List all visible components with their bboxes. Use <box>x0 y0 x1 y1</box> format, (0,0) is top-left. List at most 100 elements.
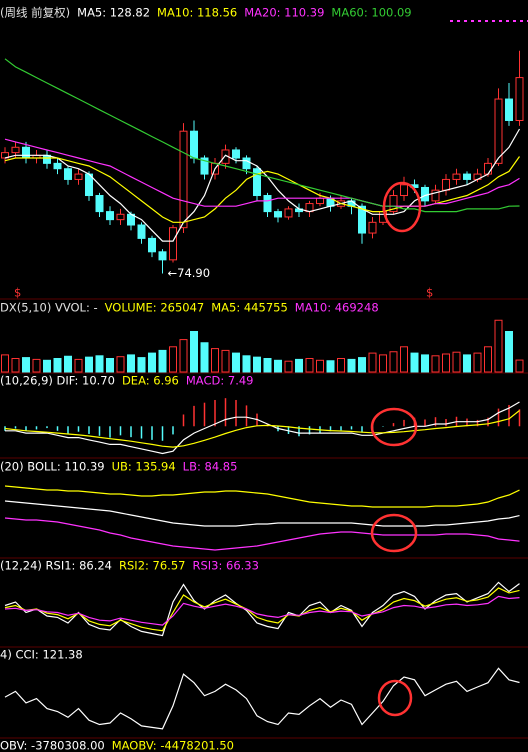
indicator-label: (12,24) RSI1: 86.24 <box>0 559 112 573</box>
indicator-label: VOLUME: 265047 <box>105 301 205 315</box>
candle-body <box>389 195 398 213</box>
volume-bar <box>232 352 240 373</box>
volume-bar <box>190 331 198 373</box>
volume-bar <box>295 358 303 373</box>
volume-bar <box>515 359 524 373</box>
candle-body <box>53 162 62 170</box>
highlight-circle <box>370 513 418 553</box>
candle-body <box>274 211 282 218</box>
volume-bar <box>263 358 272 373</box>
volume-bar <box>106 358 114 373</box>
candle-body <box>484 162 492 175</box>
indicator-label: RSI2: 76.57 <box>119 559 185 573</box>
candle-body <box>452 173 461 180</box>
volume-bar <box>211 348 219 373</box>
volume-bar <box>221 349 230 373</box>
volume-bar <box>242 355 251 373</box>
indicator-label: 4) CCI: 121.38 <box>0 648 83 662</box>
candle-body <box>232 149 240 159</box>
candle-body <box>74 173 83 180</box>
indicator-label: (20) BOLL: 110.39 <box>0 460 105 474</box>
highlight-circle <box>377 679 413 717</box>
indicator-label: (10,26,9) DIF: 10.70 <box>0 374 115 388</box>
indicator-line <box>4 128 521 242</box>
volume-bar <box>358 357 366 373</box>
volume-bar <box>148 352 156 373</box>
volume-bar <box>337 358 345 373</box>
candle-body <box>158 251 167 261</box>
indicator-line <box>4 410 520 448</box>
signal-marker: $ <box>14 286 21 300</box>
indicator-label: LB: 84.85 <box>183 460 238 474</box>
indicator-label: (周线 前复权) <box>0 6 70 20</box>
volume-bar <box>74 358 83 373</box>
volume-bar <box>316 359 324 373</box>
candle-body <box>421 186 429 202</box>
signal-marker: $ <box>426 286 433 300</box>
volume-bar <box>274 359 282 373</box>
volume-bar <box>85 356 93 373</box>
candle-body <box>200 157 209 175</box>
candle-body <box>400 184 408 197</box>
indicator-label: MAOBV: -4478201.50 <box>112 739 234 752</box>
indicator-line <box>4 587 520 632</box>
volume-bar <box>368 352 377 373</box>
volume-bar <box>389 351 398 373</box>
candle-body <box>358 205 366 234</box>
volume-bar <box>95 355 104 373</box>
volume-bar <box>442 353 450 373</box>
volume-bar <box>158 349 167 373</box>
indicator-line <box>4 138 520 207</box>
indicator-label: DEA: 6.96 <box>122 374 179 388</box>
volume-bar <box>169 346 177 373</box>
indicator-line <box>4 517 520 551</box>
volume-bar <box>253 356 261 373</box>
indicator-label: MA5: 128.82 <box>77 6 150 20</box>
marks: ←74.90 (周线 前复权) MA5: 128.82 MA10: 118.56 MA2… <box>0 6 524 752</box>
candle-body <box>148 237 156 253</box>
candle-body <box>515 77 524 121</box>
volume-bar <box>505 331 513 373</box>
volume-bar <box>284 360 293 373</box>
volume-bar <box>1 354 9 373</box>
candle-body <box>263 195 272 213</box>
indicator-label: MA60: 100.09 <box>331 6 411 20</box>
candle-body <box>179 130 188 229</box>
volume-bar <box>53 358 62 373</box>
candle-body <box>116 213 125 221</box>
candle-body <box>11 146 20 154</box>
indicator-label: MA5: 445755 <box>211 301 288 315</box>
indicator-line <box>4 485 520 508</box>
volume-bar <box>179 339 188 373</box>
panel-separators <box>0 298 528 739</box>
volume-bar <box>431 355 440 373</box>
volume-bar <box>484 346 492 373</box>
candle-body <box>106 211 114 221</box>
candle-body <box>22 146 30 159</box>
indicator-label: MA20: 110.39 <box>244 6 324 20</box>
indicator-line <box>4 581 520 637</box>
volume-bar <box>64 355 72 373</box>
candle-body <box>253 168 261 197</box>
candle-body <box>494 98 503 164</box>
volume-bar <box>463 354 471 373</box>
candle-body <box>368 221 377 234</box>
indicator-label: DX(5,10) VVOL: - <box>0 301 98 315</box>
volume-bar <box>11 358 20 373</box>
volume-bar <box>410 352 419 373</box>
indicator-label: MA10: 469248 <box>295 301 379 315</box>
indicator-label: OBV: -3780308.00 <box>0 739 105 752</box>
volume-bar <box>473 352 482 373</box>
indicator-line <box>4 667 520 730</box>
candle-body <box>95 195 104 213</box>
candle-body <box>169 227 177 261</box>
candle-body <box>64 168 72 180</box>
indicator-line <box>5 401 520 455</box>
highlight-circle <box>382 181 422 233</box>
volume-bar <box>494 319 503 373</box>
volume-bar <box>400 346 408 373</box>
volume-bar <box>305 358 314 373</box>
indicator-label: RSI3: 66.33 <box>192 559 258 573</box>
